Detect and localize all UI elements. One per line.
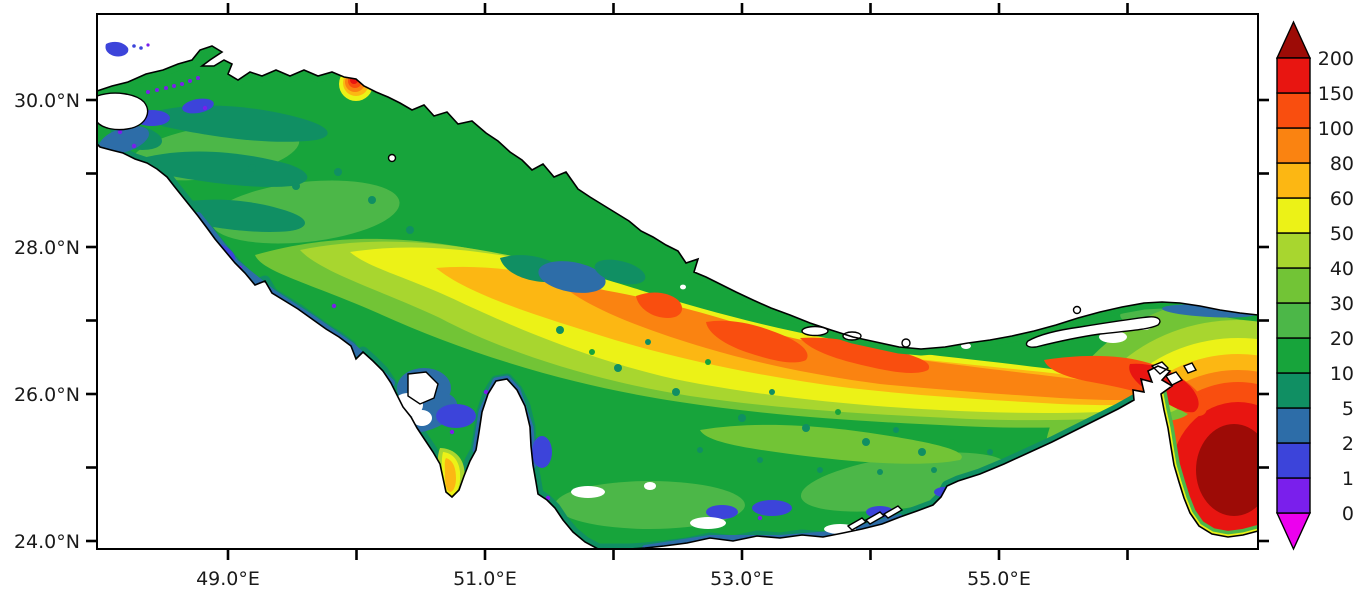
colorbar-cell-40-50 (1276, 232, 1311, 269)
strait-islet-3 (1182, 362, 1198, 374)
colorbar-cell-150-200 (1276, 57, 1311, 94)
x-tick-label-55e: 55.0°E (967, 568, 1031, 590)
colorbar-cell-50-60 (1276, 197, 1311, 234)
colorbar-labels: 0 1 2 5 10 20 30 40 50 60 80 100 150 200 (1318, 48, 1354, 525)
y-tick-label-24n: 24.0°N (14, 531, 80, 553)
colorbar-label-50: 50 (1330, 223, 1354, 245)
nw-marsh-specks (105, 41, 200, 94)
x-axis-labels: 49.0°E 51.0°E 53.0°E 55.0°E (196, 568, 1031, 590)
kuwait-bay-lagoon (96, 92, 149, 131)
colorbar-cell-1-2 (1276, 442, 1311, 479)
y-tick-label-30n: 30.0°N (14, 90, 80, 112)
barrier-islet-3 (882, 505, 904, 519)
colorbar-cell-100-150 (1276, 92, 1311, 129)
colorbar-over-arrow (1275, 20, 1312, 59)
colorbar-cell-10-20 (1276, 337, 1311, 374)
y-axis-labels: 30.0°N 28.0°N 26.0°N 24.0°N (14, 90, 80, 553)
x-tick-label-49e: 49.0°E (196, 568, 260, 590)
kharg-island (387, 153, 397, 163)
colorbar-label-150: 150 (1318, 83, 1354, 105)
colorbar-cell-80-100 (1276, 127, 1311, 164)
x-tick-label-51e: 51.0°E (453, 568, 517, 590)
axis-ticks (86, 3, 1269, 560)
colorbar-cell-30-40 (1276, 267, 1311, 304)
speckle-dots (556, 326, 993, 475)
y-tick-label-26n: 26.0°N (14, 384, 80, 406)
colorbar-label-30: 30 (1330, 293, 1354, 315)
colorbar-label-10: 10 (1330, 363, 1354, 385)
colorbar-cell-20-30 (1276, 302, 1311, 339)
hormuz-area-islet (1072, 305, 1082, 315)
qeshm-island (1025, 316, 1161, 348)
plot-frame (96, 13, 1259, 550)
coastline (96, 45, 1259, 550)
colorbar-cell-2-5 (1276, 407, 1311, 444)
colorbar-label-1: 1 (1342, 468, 1354, 490)
colorbar-under-arrow (1275, 512, 1312, 551)
colorbar-cell-60-80 (1276, 162, 1311, 199)
colorbar-label-20: 20 (1330, 328, 1354, 350)
colorbar-label-100: 100 (1318, 118, 1354, 140)
colorbar-label-40: 40 (1330, 258, 1354, 280)
heatmap-field (97, 46, 1258, 549)
lavan-island (801, 325, 829, 337)
colorbar-label-0: 0 (1342, 503, 1354, 525)
x-tick-label-53e: 53.0°E (710, 568, 774, 590)
colorbar-label-60: 60 (1330, 188, 1354, 210)
colorbar-label-200: 200 (1318, 48, 1354, 70)
bahrain-island (407, 371, 439, 405)
south-flank-texture (556, 326, 993, 475)
colorbar: 0 1 2 5 10 20 30 40 50 60 80 100 150 200 (1275, 20, 1354, 551)
colorbar-cells (1276, 57, 1311, 514)
colorbar-label-5: 5 (1342, 398, 1354, 420)
kish-island (901, 338, 911, 348)
north-coast-hotspot (339, 67, 373, 101)
barrier-islet-2 (864, 511, 886, 525)
y-tick-label-28n: 28.0°N (14, 237, 80, 259)
strait-islet-1 (1150, 361, 1170, 375)
strait-islet-2 (1164, 371, 1184, 386)
colorbar-cell-5-10 (1276, 372, 1311, 409)
islands (96, 92, 1198, 531)
colorbar-label-80: 80 (1330, 153, 1354, 175)
barrier-islet-1 (846, 517, 868, 531)
colorbar-label-2: 2 (1342, 433, 1354, 455)
colorbar-cell-0-1 (1276, 477, 1311, 514)
